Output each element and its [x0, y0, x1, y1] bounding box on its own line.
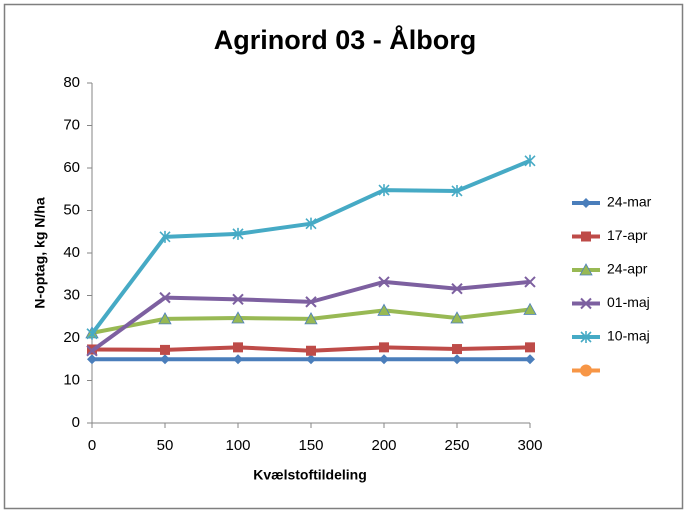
marker [523, 302, 537, 315]
marker [379, 354, 389, 365]
legend-label: 01-maj [607, 294, 650, 310]
marker [580, 297, 592, 310]
marker [306, 354, 316, 365]
marker [159, 291, 171, 304]
marker [305, 217, 317, 230]
x-tick-label: 250 [444, 437, 469, 454]
legend-label: 24-apr [607, 261, 648, 277]
marker [86, 345, 98, 357]
y-tick-label: 20 [63, 329, 80, 346]
marker [231, 311, 245, 324]
marker [450, 311, 464, 324]
y-tick-label: 10 [63, 371, 80, 388]
marker [86, 327, 98, 340]
marker [378, 184, 390, 197]
marker [87, 354, 97, 365]
x-axis-label: Kvælstoftildeling [253, 467, 367, 483]
marker [452, 344, 462, 355]
y-axis-label: N-optag, kg N/ha [32, 197, 48, 308]
marker [524, 276, 536, 288]
marker [580, 331, 592, 343]
marker [159, 230, 171, 243]
marker [525, 354, 535, 365]
marker [232, 293, 244, 306]
y-tick-label: 40 [63, 244, 80, 261]
marker [581, 198, 591, 208]
y-tick-label: 50 [63, 201, 80, 218]
marker [379, 342, 389, 353]
marker [158, 312, 172, 325]
marker [232, 227, 244, 240]
marker [579, 263, 593, 276]
marker [233, 354, 243, 365]
marker [160, 344, 170, 355]
marker [580, 364, 592, 377]
marker [452, 354, 462, 365]
marker [377, 303, 391, 316]
x-tick-label: 200 [371, 437, 396, 454]
y-tick-label: 30 [63, 286, 80, 303]
x-tick-label: 100 [225, 437, 250, 454]
y-tick-label: 80 [63, 74, 80, 91]
marker [581, 231, 591, 242]
marker [525, 342, 535, 353]
x-tick-label: 300 [517, 437, 542, 454]
marker [378, 276, 390, 288]
x-tick-label: 0 [88, 437, 96, 454]
legend-label: 17-apr [607, 227, 648, 243]
marker [233, 342, 243, 353]
legend-label: 24-mar [607, 194, 652, 210]
legend-label: 10-maj [607, 328, 650, 344]
marker [451, 184, 463, 197]
chart-title: Agrinord 03 - Ålborg [214, 24, 477, 55]
y-tick-label: 70 [63, 116, 80, 133]
marker [306, 345, 316, 356]
x-tick-label: 150 [298, 437, 323, 454]
marker [304, 312, 318, 325]
y-tick-label: 0 [72, 414, 80, 431]
y-tick-label: 60 [63, 159, 80, 176]
marker [524, 154, 536, 167]
marker [305, 296, 317, 308]
marker [451, 282, 463, 295]
chart-frame [3, 3, 684, 510]
marker [160, 354, 170, 365]
x-tick-label: 50 [157, 437, 174, 454]
